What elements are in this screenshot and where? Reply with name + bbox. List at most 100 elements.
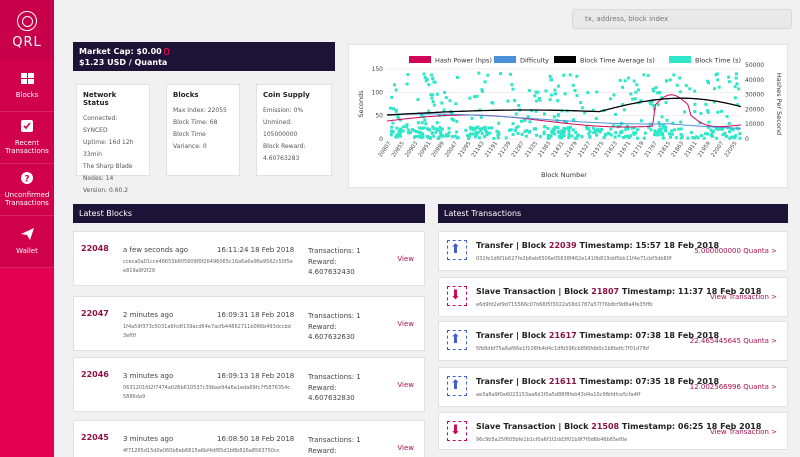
block-time-point (413, 135, 417, 139)
block-time-point (720, 109, 724, 113)
transaction-title[interactable]: Slave Transaction | Block 21807 Timestam… (476, 287, 761, 296)
block-time-point (621, 103, 625, 106)
transaction-title[interactable]: Slave Transaction | Block 21508 Timestam… (476, 422, 761, 431)
block-time-point (665, 79, 669, 83)
block-time-point (691, 136, 695, 139)
transaction-type: Slave Transaction | Block (476, 287, 592, 296)
block-time-point (552, 115, 556, 119)
block-row[interactable]: 22045 3 minutes ago 16:08:50 18 Feb 2018 Tr… (73, 420, 425, 457)
block-time-point (732, 135, 736, 139)
block-time-point (626, 127, 630, 131)
block-time-point (514, 126, 518, 130)
block-time-point (631, 97, 635, 101)
view-block-link[interactable]: View (397, 444, 414, 452)
block-chart: Hash Power (hps) Difficulty Block Time Ave… (348, 44, 788, 188)
block-time-point (614, 131, 618, 135)
transaction-amount-link[interactable]: 5.000000000 Quanta > (694, 247, 777, 255)
transaction-amount-link[interactable]: 12.002566996 Quanta > (689, 383, 777, 391)
block-time-point (533, 94, 537, 98)
transaction-title[interactable]: Transfer | Block 21617 Timestamp: 07:38 … (476, 331, 719, 340)
block-time-point (734, 134, 737, 138)
block-time-point (730, 135, 734, 139)
block-time-point (407, 131, 411, 135)
block-time-point (585, 125, 589, 129)
block-time-point (475, 94, 479, 98)
transaction-title[interactable]: Transfer | Block 21611 Timestamp: 07:35 … (476, 377, 719, 386)
transaction-amount-link[interactable]: 22.465445645 Quanta > (689, 337, 777, 345)
block-age: 2 minutes ago (123, 311, 174, 319)
block-time-point (516, 132, 520, 135)
transaction-row[interactable]: ⬆ Transfer | Block 21617 Timestamp: 07:38… (438, 321, 788, 361)
block-time-point (562, 134, 566, 138)
y-tick-label: 150 (372, 66, 384, 73)
block-time-point (534, 127, 537, 131)
block-time-point (665, 118, 669, 122)
block-time-point (609, 133, 613, 137)
block-number[interactable]: 22045 (81, 433, 109, 442)
view-block-link[interactable]: View (397, 320, 414, 328)
transaction-title[interactable]: Transfer | Block 22039 Timestamp: 15:57 … (476, 241, 719, 250)
block-time-point (479, 115, 483, 119)
block-time-point (431, 93, 435, 97)
nav-unconfirmed-transactions[interactable]: ? Unconfirmed Transactions (0, 164, 54, 216)
block-time-point (669, 135, 672, 139)
block-time-point (572, 118, 576, 122)
block-time-point (490, 101, 494, 105)
block-hash: cceca0a01cce48653b805609f0f26496065c16a6… (123, 259, 293, 274)
block-time-point (548, 98, 552, 102)
transaction-block-number[interactable]: 21508 (591, 422, 620, 431)
transaction-row[interactable]: ⬇ Slave Transaction | Block 21508 Timesta… (438, 412, 788, 450)
search-input[interactable]: tx, address, block index (572, 9, 792, 29)
block-time-point (566, 126, 570, 130)
block-time-point (420, 126, 424, 130)
block-time-point (514, 112, 518, 116)
block-time-point (520, 119, 523, 123)
nav-wallet[interactable]: Wallet (0, 216, 54, 268)
transaction-block-number[interactable]: 22039 (548, 241, 577, 250)
block-time-point (549, 134, 553, 138)
slave-arrow-down-icon: ⬇ (447, 421, 467, 441)
block-time-point (395, 135, 399, 139)
block-number[interactable]: 22047 (81, 309, 109, 318)
transaction-row[interactable]: ⬆ Transfer | Block 21611 Timestamp: 07:35… (438, 367, 788, 407)
view-block-link[interactable]: View (397, 255, 414, 263)
block-time-point (415, 130, 418, 134)
block-time-point (679, 132, 683, 136)
card-line: The Sharp Blade (83, 163, 133, 170)
block-time-point (477, 71, 481, 75)
block-row[interactable]: 22046 3 minutes ago 16:09:13 18 Feb 2018 Tr… (73, 357, 425, 412)
block-row[interactable]: 22047 2 minutes ago 16:09:31 18 Feb 2018 Tr… (73, 296, 425, 351)
block-time-point (524, 134, 528, 138)
block-time-point (480, 88, 484, 92)
block-time-point (556, 114, 560, 118)
block-time-point (693, 110, 697, 113)
transaction-block-number[interactable]: 21617 (548, 331, 577, 340)
transfer-arrow-up-icon: ⬆ (447, 240, 467, 260)
transaction-amount-link[interactable]: View Transaction > (710, 293, 777, 301)
transaction-block-number[interactable]: 21807 (591, 287, 620, 296)
nav-recent-transactions[interactable]: Recent Transactions (0, 112, 54, 164)
transaction-hash: 031fe1d6f1b627fe2b6eb6506e05638f462e1410… (476, 256, 672, 262)
block-time-point (551, 129, 555, 133)
block-number[interactable]: 22048 (81, 244, 109, 253)
block-time-point (418, 126, 422, 130)
transaction-row[interactable]: ⬆ Transfer | Block 22039 Timestamp: 15:57… (438, 231, 788, 271)
block-time-point (712, 129, 716, 133)
block-time-point (694, 135, 698, 139)
block-row[interactable]: 22048 a few seconds ago 16:11:24 18 Feb 20… (73, 231, 425, 286)
view-block-link[interactable]: View (397, 381, 414, 389)
block-time-point (721, 133, 725, 137)
block-time-point (464, 128, 468, 132)
transaction-block-number[interactable]: 21611 (548, 377, 577, 386)
block-number[interactable]: 22046 (81, 370, 109, 379)
transaction-amount-link[interactable]: View Transaction > (710, 428, 777, 436)
block-time-point (580, 135, 584, 139)
block-time-point (556, 99, 560, 103)
nav-blocks[interactable]: Blocks (0, 60, 54, 112)
block-time-point (575, 74, 579, 78)
brand[interactable]: QRL (0, 0, 54, 60)
transaction-hash: e6d9fd2ef9d715566c07b66f5f3022a58d1787a5… (476, 302, 653, 308)
transaction-hash: 96c9b5a25f605bfe1b1cf0a6f1f2dd3f01b9f7f0… (476, 437, 628, 443)
block-time-point (563, 120, 567, 123)
transaction-row[interactable]: ⬇ Slave Transaction | Block 21807 Timesta… (438, 277, 788, 317)
